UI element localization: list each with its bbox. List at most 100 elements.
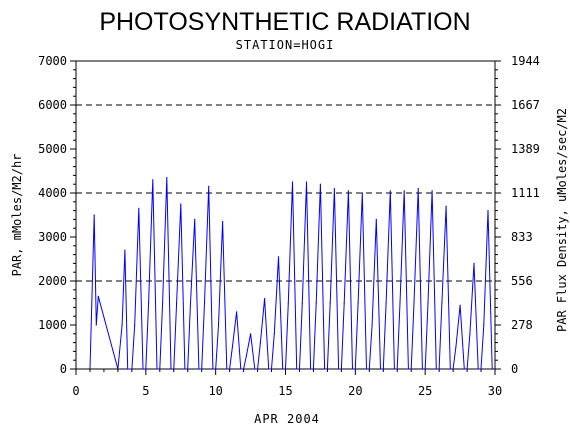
data-point: [477, 368, 479, 370]
y-tick-label-left: 3000: [38, 230, 67, 244]
data-point: [287, 302, 289, 304]
data-point: [421, 368, 423, 370]
data-point: [487, 210, 489, 212]
data-point: [203, 302, 206, 304]
data-point: [389, 190, 391, 192]
data-point: [245, 355, 247, 357]
x-tick-label: 15: [278, 384, 292, 398]
data-point: [134, 324, 136, 326]
data-point: [97, 295, 99, 297]
data-point: [385, 302, 387, 304]
data-point: [198, 368, 200, 370]
data-point: [371, 324, 373, 326]
data-point: [156, 368, 158, 370]
data-point: [217, 324, 220, 326]
data-point: [375, 218, 377, 220]
data-point: [491, 368, 493, 370]
data-point: [231, 346, 234, 348]
chart-title: PHOTOSYNTHETIC RADIATION: [99, 8, 470, 36]
y-tick-label-left: 5000: [38, 142, 67, 156]
data-point: [337, 368, 340, 370]
x-tick-label: 20: [348, 384, 362, 398]
data-point: [301, 302, 303, 304]
x-tick-label: 5: [142, 384, 149, 398]
data-point: [333, 188, 335, 190]
y-axis-label-left: PAR, mMoles/M2/hr: [10, 154, 24, 277]
data-point: [93, 214, 95, 216]
series-line: [89, 177, 493, 370]
data-point: [361, 192, 363, 194]
data-point: [127, 368, 129, 370]
data-point: [441, 302, 443, 304]
data-point: [483, 324, 485, 326]
data-point: [449, 368, 451, 370]
y-tick-label-left: 2000: [38, 274, 67, 288]
data-point: [365, 368, 368, 370]
data-point: [148, 302, 150, 304]
axis-ticks: 0 1000 2000 3000 4000 5000 6000 7000 0 278 556 833 1…: [38, 54, 540, 398]
data-point: [455, 346, 457, 348]
data-point: [226, 368, 228, 370]
data-point: [194, 218, 196, 220]
y-tick-label-right: 833: [511, 230, 533, 244]
y-tick-label-left: 4000: [38, 186, 67, 200]
data-point: [189, 302, 192, 304]
y-tick-label-right: 1944: [511, 54, 540, 68]
y-tick-label-left: 7000: [38, 54, 67, 68]
data-point: [277, 256, 280, 258]
data-point: [431, 190, 433, 192]
data-point: [310, 368, 312, 370]
data-point: [138, 207, 140, 209]
x-axis-label: APR 2004: [254, 412, 320, 426]
x-tick-label: 0: [72, 384, 79, 398]
data-point: [249, 333, 252, 335]
y-axis-label-right: PAR Flux Density, uMoles/sec/M2: [555, 108, 569, 332]
data-point: [407, 368, 410, 370]
data-point: [469, 333, 471, 335]
data-point: [212, 368, 214, 370]
data-point: [175, 302, 178, 304]
series-layer: [89, 177, 493, 370]
x-tick-label: 10: [208, 384, 222, 398]
data-point: [413, 302, 415, 304]
data-point: [208, 185, 210, 187]
data-point: [319, 183, 322, 185]
data-point: [152, 179, 154, 181]
data-point: [459, 304, 461, 306]
data-point: [166, 177, 168, 179]
data-point: [124, 249, 126, 251]
data-point: [399, 302, 401, 304]
y-tick-label-right: 0: [511, 362, 518, 376]
x-tick-label: 25: [418, 384, 432, 398]
data-point: [357, 302, 359, 304]
y-tick-label-right: 1389: [511, 142, 540, 156]
data-point: [343, 302, 345, 304]
data-point: [95, 324, 97, 326]
data-point: [236, 311, 238, 313]
data-point: [170, 368, 172, 370]
data-point: [282, 368, 284, 370]
data-point: [291, 181, 294, 183]
data-point: [403, 190, 405, 192]
data-point: [435, 368, 437, 370]
data-point: [445, 205, 447, 207]
y-tick-label-left: 0: [60, 362, 67, 376]
y-tick-label-right: 1111: [511, 186, 540, 200]
data-point: [351, 368, 354, 370]
data-point: [268, 368, 270, 370]
chart-subtitle: STATION=HOGI: [236, 38, 335, 52]
y-tick-label-right: 1667: [511, 98, 540, 112]
y-tick-label-right: 556: [511, 274, 533, 288]
data-point: [324, 368, 326, 370]
data-point: [222, 221, 224, 223]
y-tick-label-left: 1000: [38, 318, 67, 332]
data-point: [393, 368, 396, 370]
x-tick-label: 30: [488, 384, 502, 398]
data-point: [473, 262, 475, 264]
data-point: [329, 302, 331, 304]
y-tick-label-left: 6000: [38, 98, 67, 112]
data-point: [315, 302, 317, 304]
data-point: [142, 368, 144, 370]
data-point: [254, 368, 256, 370]
